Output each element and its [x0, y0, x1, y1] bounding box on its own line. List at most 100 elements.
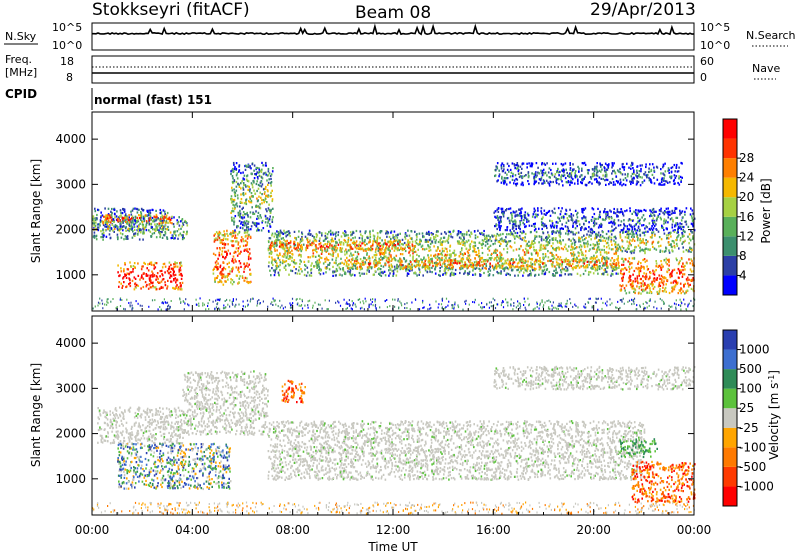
- scatter-cell: [610, 210, 612, 213]
- scatter-cell: [128, 216, 130, 219]
- cpid-value: normal (fast) 151: [94, 93, 212, 107]
- scatter-cell: [271, 267, 273, 270]
- scatter-cell: [681, 210, 684, 213]
- scatter-cell: [174, 230, 176, 233]
- scatter-cell: [120, 236, 123, 239]
- scatter-cell: [226, 232, 228, 235]
- freq-tick-bottom: 8: [66, 71, 73, 84]
- scatter-cell: [258, 195, 260, 198]
- scatter-cell: [459, 262, 461, 265]
- scatter-cell: [149, 209, 151, 212]
- scatter-cell: [496, 265, 498, 268]
- scatter-cell: [434, 236, 437, 239]
- scatter-cell: [569, 260, 571, 263]
- scatter-cell: [407, 269, 410, 272]
- scatter-cell: [393, 240, 395, 243]
- scatter-cell: [375, 264, 377, 267]
- scatter-cell: [512, 261, 514, 265]
- scatter-cell: [559, 236, 561, 239]
- scatter-cell: [174, 287, 176, 290]
- scatter-cell: [315, 264, 318, 267]
- scatter-cell: [351, 258, 354, 261]
- scatter-cell: [595, 233, 598, 236]
- scatter-cell: [547, 250, 549, 253]
- scatter-cell: [559, 241, 561, 244]
- scatter-cell: [463, 241, 465, 244]
- scatter-cell: [422, 235, 424, 238]
- scatter-cell: [491, 256, 493, 259]
- scatter-cell: [617, 211, 620, 214]
- scatter-cell: [170, 263, 172, 266]
- scatter-cell: [635, 223, 637, 226]
- scatter-cell: [617, 215, 619, 218]
- scatter-cell: [226, 252, 228, 255]
- scatter-cell: [245, 213, 247, 216]
- scatter-cell: [578, 266, 581, 269]
- scatter-cell: [313, 236, 315, 239]
- scatter-cell: [290, 269, 292, 272]
- scatter-cell: [660, 180, 663, 183]
- scatter-cell: [245, 234, 247, 237]
- scatter-cell: [368, 248, 370, 251]
- scatter-cell: [612, 262, 615, 265]
- scatter-cell: [572, 224, 574, 227]
- scatter-cell: [446, 250, 448, 253]
- scatter-cell: [324, 257, 326, 261]
- scatter-cell: [121, 225, 123, 229]
- scatter-cell: [300, 254, 302, 257]
- scatter-cell: [441, 265, 443, 268]
- scatter-cell: [424, 269, 427, 272]
- scatter-cell: [388, 245, 390, 248]
- scatter-cell: [297, 249, 300, 252]
- scatter-cell: [232, 181, 235, 184]
- scatter-cell: [394, 236, 396, 240]
- scatter-cell: [264, 164, 267, 167]
- scatter-cell: [468, 264, 470, 268]
- scatter-cell: [605, 251, 608, 254]
- scatter-cell: [349, 243, 351, 246]
- scatter-cell: [600, 239, 602, 242]
- scatter-cell: [320, 252, 323, 255]
- scatter-cell: [235, 274, 238, 277]
- scatter-cell: [246, 277, 248, 280]
- scatter-cell: [586, 233, 588, 236]
- scatter-cell: [521, 257, 524, 261]
- scatter-cell: [550, 226, 553, 229]
- scatter-cell: [366, 252, 368, 255]
- scatter-cell: [622, 183, 625, 186]
- scatter-cell: [495, 267, 498, 270]
- scatter-cell: [567, 174, 569, 177]
- scatter-cell: [271, 244, 273, 248]
- scatter-cell: [153, 218, 155, 221]
- scatter-cell: [591, 175, 594, 178]
- nsky-tick-top: 10^5: [52, 21, 82, 34]
- scatter-cell: [251, 163, 254, 166]
- scatter-cell: [574, 247, 577, 250]
- scatter-cell: [218, 254, 221, 257]
- scatter-cell: [186, 232, 188, 235]
- scatter-cell: [611, 217, 613, 220]
- scatter-cell: [130, 265, 133, 268]
- scatter-cell: [259, 214, 262, 217]
- scatter-cell: [150, 279, 152, 282]
- scatter-cell: [606, 214, 609, 217]
- scatter-cell: [379, 251, 382, 254]
- scatter-cell: [345, 231, 347, 234]
- scatter-cell: [304, 235, 307, 238]
- scatter-cell: [489, 269, 492, 272]
- scatter-cell: [397, 241, 399, 244]
- scatter-cell: [105, 218, 108, 221]
- scatter-cell: [543, 223, 546, 226]
- scatter-cell: [291, 256, 293, 259]
- scatter-cell: [557, 178, 560, 181]
- scatter-cell: [603, 258, 606, 261]
- scatter-cell: [285, 246, 288, 249]
- scatter-cell: [614, 241, 617, 244]
- scatter-cell: [379, 258, 382, 261]
- scatter-cell: [472, 266, 474, 269]
- scatter-cell: [465, 247, 468, 250]
- scatter-cell: [472, 264, 474, 267]
- scatter-cell: [640, 209, 642, 212]
- scatter-cell: [126, 236, 128, 239]
- scatter-cell: [357, 253, 360, 256]
